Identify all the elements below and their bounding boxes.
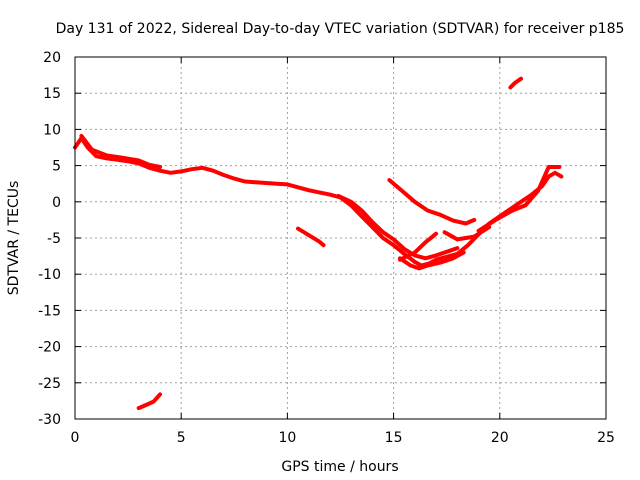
x-tick-label: 20 — [491, 430, 509, 446]
y-tick-label: 15 — [43, 86, 61, 102]
y-tick-label: 20 — [43, 50, 61, 66]
y-tick-label: -30 — [38, 412, 61, 428]
series-descending-branch — [387, 178, 477, 226]
y-tick-label: -10 — [38, 267, 61, 283]
series-late-upper-band — [476, 165, 562, 233]
x-tick-label: 15 — [385, 430, 403, 446]
y-tick-label: -25 — [38, 376, 61, 392]
x-tick-label: 0 — [71, 430, 80, 446]
grid-lines — [75, 57, 606, 419]
y-tick-label: -5 — [47, 231, 61, 247]
series-segment-20-21h — [508, 76, 523, 90]
x-tick-label: 5 — [177, 430, 186, 446]
y-tick-label: 10 — [43, 122, 61, 138]
series-dip-lower-branch — [398, 250, 466, 271]
x-tick-label: 10 — [278, 430, 296, 446]
data-series — [73, 76, 564, 411]
series-early-upper-band — [79, 133, 162, 169]
series-main-trace — [73, 136, 564, 268]
y-tick-label: -15 — [38, 303, 61, 319]
series-segment-3-4h — [136, 392, 162, 411]
series-dip-upper-branch — [336, 194, 460, 261]
y-tick-label: 5 — [52, 159, 61, 175]
series-cross-branch — [442, 225, 492, 242]
series-segment-10-12h — [296, 226, 326, 248]
y-tick-label: -20 — [38, 340, 61, 356]
x-axis-label: GPS time / hours — [281, 459, 398, 475]
y-tick-label: 0 — [52, 195, 61, 211]
y-axis-label: SDTVAR / TECUs — [6, 181, 22, 296]
chart-title: Day 131 of 2022, Sidereal Day-to-day VTE… — [56, 21, 625, 37]
x-tick-label: 25 — [597, 430, 615, 446]
axis-ticks: 0 5 10 15 20 25 20 15 10 5 0 -5 -10 -15 -20 -25 -30 — [38, 50, 615, 446]
series-rising-branch — [398, 231, 439, 262]
